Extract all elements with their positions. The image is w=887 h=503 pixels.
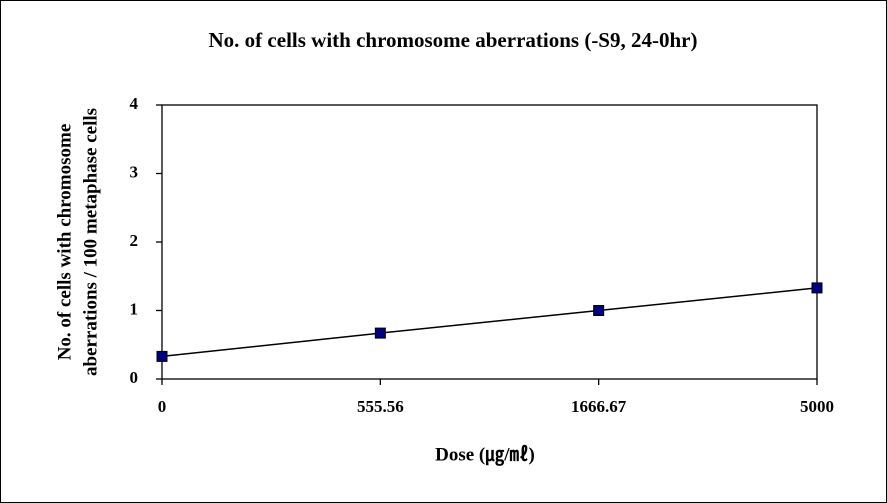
y-tick-label: 4 <box>130 94 139 113</box>
y-tick-label: 0 <box>130 368 139 387</box>
x-tick-label: 1666.67 <box>571 397 627 416</box>
y-tick-label: 3 <box>130 162 139 181</box>
x-tick-label: 0 <box>158 397 167 416</box>
x-axis-label: Dose (㎍/㎖) <box>435 443 535 466</box>
y-axis-label: No. of cells with chromosome aberrations… <box>54 108 101 376</box>
data-point <box>593 305 605 316</box>
x-tick-label: 5000 <box>800 397 834 416</box>
chart-title: No. of cells with chromosome aberrations… <box>209 28 698 52</box>
y-axis-label-line: No. of cells with chromosome <box>54 124 75 361</box>
y-axis-label-line: aberrations / 100 metaphase cells <box>80 108 101 376</box>
series-line <box>161 287 818 358</box>
data-point <box>811 282 823 294</box>
data-point <box>156 350 168 362</box>
y-tick-label: 1 <box>130 299 139 318</box>
y-tick-label: 2 <box>130 231 139 250</box>
x-tick-label: 555.56 <box>357 397 404 416</box>
data-point <box>374 327 386 339</box>
